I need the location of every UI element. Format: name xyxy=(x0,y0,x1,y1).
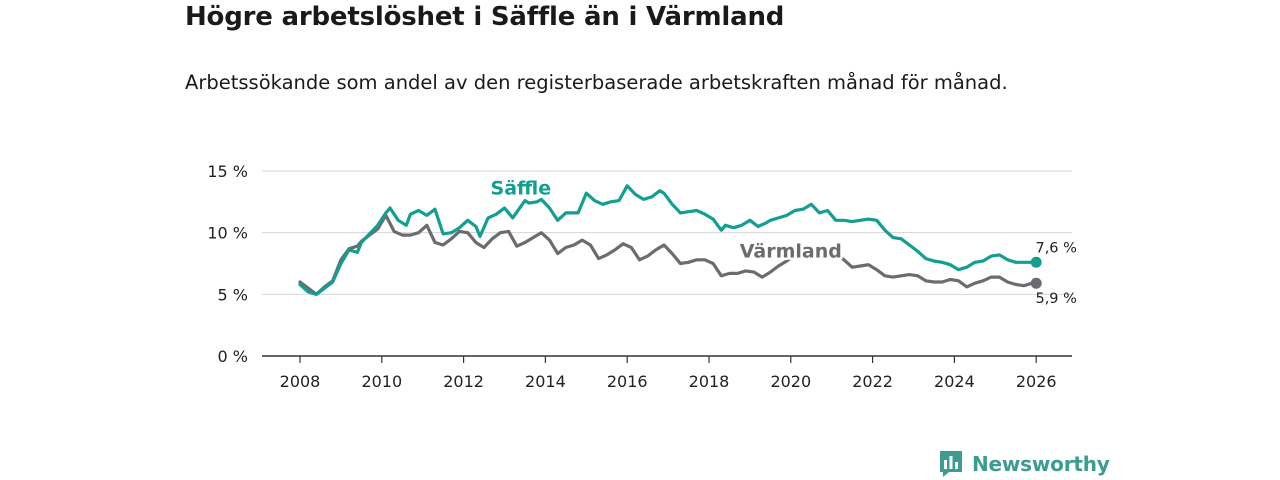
x-tick-label: 2010 xyxy=(361,372,402,391)
newsworthy-logo-icon xyxy=(940,451,962,477)
axes: 0 % 5 % 10 % 15 % 2008 2010 2012 2014 2016 2018 20… xyxy=(207,162,1072,391)
series-line-vrmland xyxy=(298,213,1038,296)
x-tick-label: 2016 xyxy=(607,372,648,391)
newsworthy-brand[interactable]: Newsworthy xyxy=(938,449,1110,479)
x-tick-label: 2012 xyxy=(443,372,484,391)
x-tick-label: 2026 xyxy=(1016,372,1057,391)
x-tick-label: 2014 xyxy=(525,372,566,391)
end-marker-sffle xyxy=(1030,256,1042,268)
end-marker-vrmland xyxy=(1030,277,1042,289)
y-tick-label: 5 % xyxy=(218,285,248,304)
y-tick-label: 0 % xyxy=(218,347,248,366)
chart-labels: 7,6 % 5,9 % Säffle Värmland xyxy=(488,175,1077,307)
brand-name: Newsworthy xyxy=(972,452,1110,476)
y-tick-label: 15 % xyxy=(207,162,248,181)
series-name-label: Värmland xyxy=(740,240,842,262)
series-name-label: Säffle xyxy=(491,177,552,199)
end-value-label: 7,6 % xyxy=(1035,240,1076,256)
gridlines xyxy=(262,170,1072,295)
x-tick-label: 2024 xyxy=(934,372,975,391)
x-tick-label: 2020 xyxy=(770,372,811,391)
end-value-label: 5,9 % xyxy=(1035,291,1076,307)
chart-title: Högre arbetslöshet i Säffle än i Värmlan… xyxy=(185,2,785,32)
x-tick-label: 2008 xyxy=(280,372,321,391)
chart-subtitle: Arbetssökande som andel av den registerb… xyxy=(185,71,1008,94)
series-lines xyxy=(298,184,1042,296)
x-tick-label: 2022 xyxy=(852,372,893,391)
y-tick-label: 10 % xyxy=(207,224,248,243)
series-line-sffle xyxy=(298,184,1038,296)
x-tick-label: 2018 xyxy=(689,372,730,391)
